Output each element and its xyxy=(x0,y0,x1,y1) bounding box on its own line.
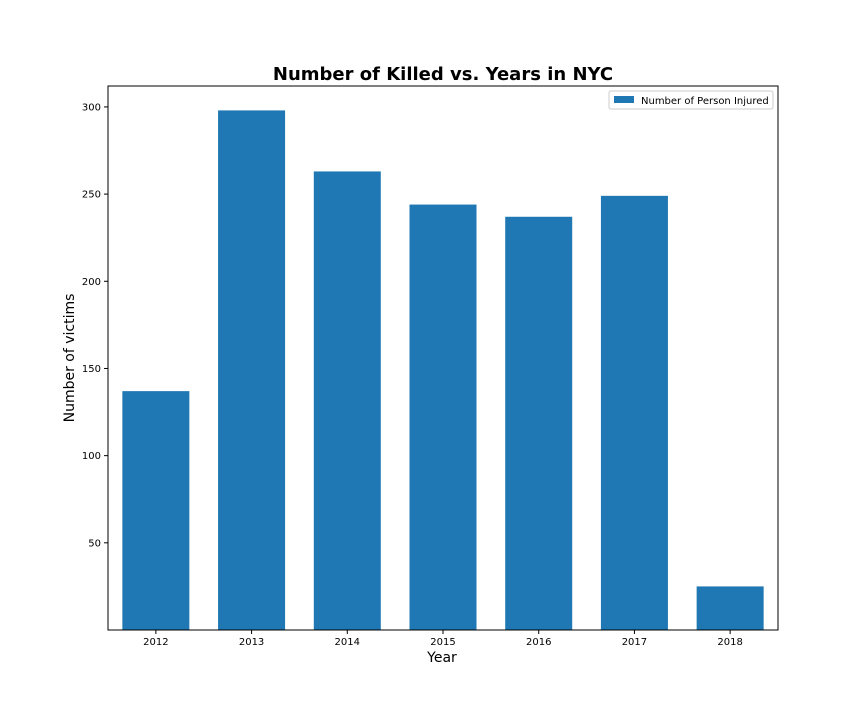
y-tick-label-100: 100 xyxy=(82,451,101,462)
x-tick-label-2017: 2017 xyxy=(622,637,647,648)
y-tick-label-150: 150 xyxy=(82,364,101,375)
bar-2016 xyxy=(505,216,573,630)
x-axis-label: Year xyxy=(426,650,457,666)
bar-2014 xyxy=(313,171,381,630)
bar-2017 xyxy=(600,195,668,630)
legend-box xyxy=(608,90,774,110)
chart-title: Number of Killed vs. Years in NYC xyxy=(273,64,613,85)
y-tick-label-300: 300 xyxy=(82,102,101,113)
x-tick-label-2014: 2014 xyxy=(335,637,360,648)
y-tick-label-200: 200 xyxy=(82,277,101,288)
y-axis-label: Number of victims xyxy=(62,294,78,423)
bar-2015 xyxy=(409,204,477,631)
legend: Number of Person Injured xyxy=(608,90,774,110)
x-tick-label-2012: 2012 xyxy=(143,637,168,648)
y-tick-label-250: 250 xyxy=(82,190,101,201)
legend-label: Number of Person Injured xyxy=(641,96,769,107)
bar-2013 xyxy=(218,110,286,630)
x-tick-label-2015: 2015 xyxy=(430,637,455,648)
bars-layer xyxy=(122,110,764,631)
y-axis: 50 100 150 200 250 300 xyxy=(82,102,108,549)
bar-2018 xyxy=(696,586,764,630)
x-tick-label-2018: 2018 xyxy=(717,637,742,648)
x-tick-label-2016: 2016 xyxy=(526,637,551,648)
y-tick-label-50: 50 xyxy=(88,538,101,549)
bar-2012 xyxy=(122,391,190,630)
x-tick-label-2013: 2013 xyxy=(239,637,264,648)
legend-swatch xyxy=(614,96,634,103)
x-axis: 2012 2013 2014 2015 2016 2017 2018 xyxy=(143,630,743,648)
